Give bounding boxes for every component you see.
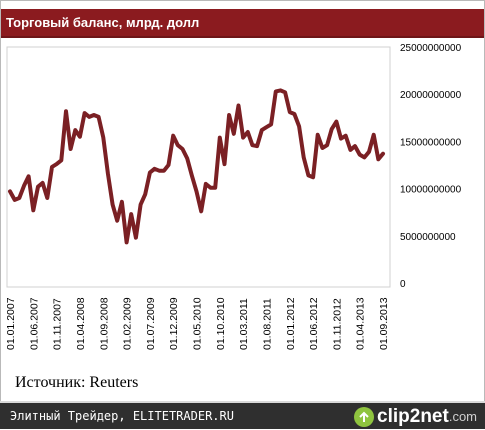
- y-tick-label: 15000000000: [400, 137, 462, 148]
- x-tick-label: 01.06.2007: [28, 297, 40, 350]
- footer-site-text: Элитный Трейдер, ELITETRADER.RU: [10, 409, 234, 423]
- x-tick-label: 01.04.2013: [355, 297, 367, 350]
- x-tick-label: 01.03.2011: [238, 298, 250, 350]
- footer-bar: Элитный Трейдер, ELITETRADER.RU clip2net…: [0, 401, 485, 429]
- chart-area: 0 5000000000 10000000000 15000000000 2000000…: [0, 38, 485, 373]
- chart-title: Торговый баланс, млрд. долл: [1, 9, 484, 36]
- logo-arrow-icon: [354, 407, 375, 427]
- source-label: Источник: Reuters: [15, 374, 139, 391]
- x-tick-label: 01.01.2012: [285, 297, 297, 350]
- x-tick-label: 01.12.2009: [168, 297, 180, 350]
- logo-text: clip2net: [377, 406, 449, 427]
- x-tick-label: 01.05.2010: [192, 297, 204, 350]
- line-chart: 0 5000000000 10000000000 15000000000 2000000…: [5, 43, 462, 350]
- x-tick-label: 01.01.2007: [5, 297, 17, 350]
- y-tick-label: 0: [400, 279, 406, 290]
- clip2net-logo[interactable]: clip2net .com: [354, 406, 477, 428]
- y-tick-label: 25000000000: [400, 43, 462, 54]
- logo-suffix: .com: [448, 409, 477, 424]
- y-tick-label: 5000000000: [400, 232, 456, 243]
- y-tick-label: 20000000000: [400, 90, 462, 101]
- x-tick-label: 01.08.2011: [261, 298, 273, 350]
- trade-balance-line: [8, 88, 385, 245]
- x-tick-label: 01.06.2012: [308, 297, 320, 350]
- x-tick-label: 01.07.2009: [145, 297, 157, 350]
- plot-border: [6, 46, 391, 288]
- y-tick-label: 10000000000: [400, 185, 462, 196]
- x-tick-label: 01.11.2012: [331, 298, 343, 350]
- x-tick-label: 01.09.2013: [378, 297, 390, 350]
- title-underline: [1, 36, 484, 38]
- x-tick-label: 01.11.2007: [52, 298, 64, 350]
- x-tick-label: 01.10.2010: [215, 297, 227, 350]
- y-axis-ticks: 0 5000000000 10000000000 15000000000 2000000…: [400, 43, 462, 290]
- x-tick-label: 01.09.2008: [98, 297, 110, 350]
- x-tick-label: 01.04.2008: [75, 297, 87, 350]
- x-axis-ticks: 01.01.2007 01.06.2007 01.11.2007 01.04.2008…: [5, 297, 390, 350]
- x-tick-label: 01.02.2009: [122, 297, 134, 350]
